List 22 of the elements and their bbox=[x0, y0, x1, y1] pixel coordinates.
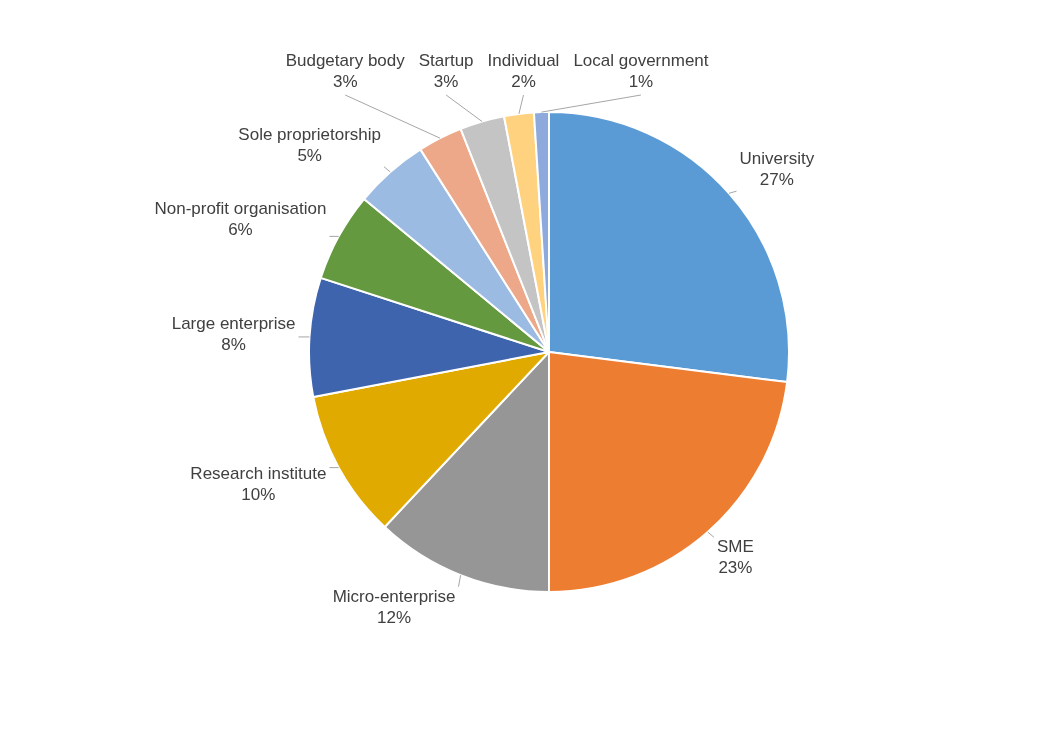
slice-label: Sole proprietorship bbox=[238, 124, 382, 144]
slice-label: Micro-enterprise bbox=[332, 586, 456, 606]
slice-label: University bbox=[739, 149, 815, 169]
data-label: 5% bbox=[297, 145, 322, 165]
data-label: 2% bbox=[511, 72, 536, 92]
slice-label: Large enterprise bbox=[171, 313, 296, 333]
data-label: 3% bbox=[332, 72, 358, 92]
data-label: 8% bbox=[221, 334, 246, 354]
data-label: 12% bbox=[377, 607, 412, 627]
data-label: 3% bbox=[433, 72, 459, 92]
slice-label: SME bbox=[716, 537, 754, 557]
slice-label: Non-profit organisation bbox=[154, 198, 327, 218]
slice-label: Research institute bbox=[190, 463, 327, 483]
slice-label: Startup bbox=[418, 51, 474, 71]
slice-label: Individual bbox=[487, 51, 560, 71]
slice-label: Local government bbox=[573, 51, 709, 71]
slice-label: Budgetary body bbox=[285, 51, 406, 71]
data-label: 6% bbox=[228, 219, 253, 239]
data-label: 27% bbox=[759, 170, 794, 190]
data-label: 1% bbox=[628, 72, 654, 92]
data-label: 23% bbox=[718, 558, 753, 578]
data-label: 10% bbox=[241, 484, 276, 504]
